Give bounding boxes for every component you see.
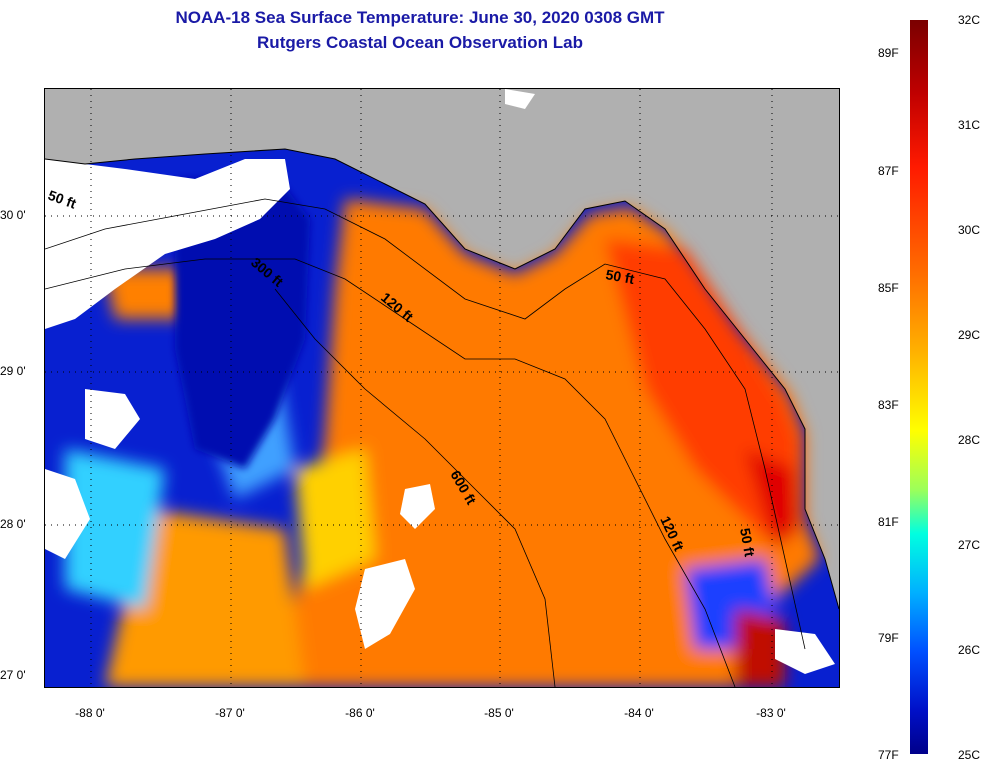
lat-label: 27 0' (0, 668, 26, 682)
lon-label: -88 0' (75, 706, 105, 720)
title-line-1: NOAA-18 Sea Surface Temperature: June 30… (175, 8, 665, 27)
lat-label: 30 0' (0, 208, 26, 222)
celsius-label: 32C (958, 13, 981, 27)
sst-map-image: 50 ft 300 ft 120 ft 50 ft 600 ft 120 ft … (45, 89, 839, 687)
title-line-2: Rutgers Coastal Ocean Observation Lab (257, 33, 583, 52)
sst-map: 50 ft 300 ft 120 ft 50 ft 600 ft 120 ft … (44, 88, 840, 688)
lon-label: -87 0' (215, 706, 245, 720)
celsius-label: 27C (958, 538, 981, 552)
fahrenheit-label: 77F (878, 748, 899, 762)
graticule (45, 89, 839, 687)
cloud-cover (45, 89, 835, 674)
fahrenheit-label: 87F (878, 164, 899, 178)
coastline (45, 148, 839, 610)
contour-label: 50 ft (604, 266, 635, 287)
lon-label: -85 0' (484, 706, 514, 720)
lon-label: -84 0' (624, 706, 654, 720)
celsius-label: 25C (958, 748, 981, 762)
temperature-colorbar (910, 20, 928, 754)
lon-label: -83 0' (756, 706, 786, 720)
contour-label: 50 ft (737, 527, 758, 558)
celsius-label: 31C (958, 118, 981, 132)
lat-label: 28 0' (0, 517, 26, 531)
celsius-label: 30C (958, 223, 981, 237)
celsius-label: 26C (958, 643, 981, 657)
fahrenheit-label: 89F (878, 46, 899, 60)
fahrenheit-label: 79F (878, 631, 899, 645)
fahrenheit-label: 85F (878, 281, 899, 295)
fahrenheit-label: 81F (878, 515, 899, 529)
fahrenheit-label: 83F (878, 398, 899, 412)
depth-contours (45, 198, 806, 687)
celsius-label: 28C (958, 433, 981, 447)
lon-label: -86 0' (345, 706, 375, 720)
celsius-label: 29C (958, 328, 981, 342)
lat-label: 29 0' (0, 364, 26, 378)
